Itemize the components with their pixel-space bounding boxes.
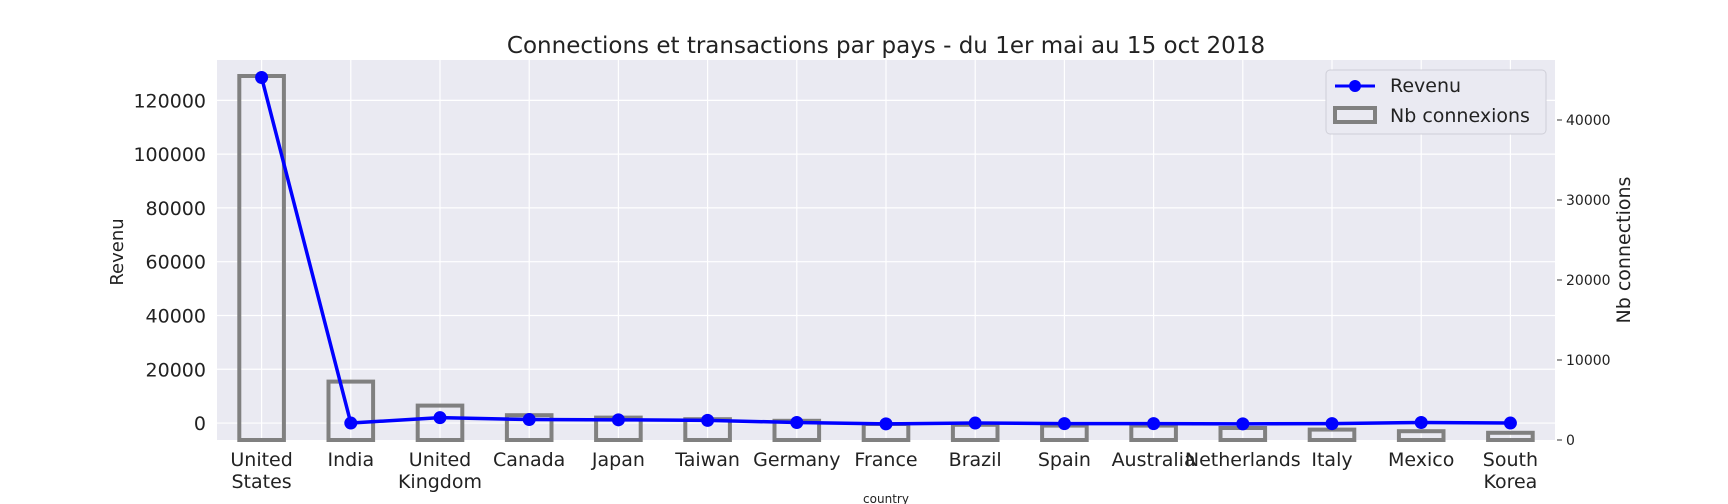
grid-lines xyxy=(217,60,1555,440)
legend-connexions-label: Nb connexions xyxy=(1390,105,1530,127)
y-tick-label: 40000 xyxy=(146,305,206,327)
y-tick-label: 20000 xyxy=(146,359,206,381)
x-tick-label: Kingdom xyxy=(398,471,482,493)
x-tick-label: Spain xyxy=(1038,449,1091,471)
y-tick-label: 120000 xyxy=(133,90,206,112)
connexions-bar xyxy=(1396,429,1446,443)
connexions-bar xyxy=(415,403,465,443)
x-tick-label: States xyxy=(231,471,291,493)
x-tick-label: Canada xyxy=(493,449,565,471)
revenu-point xyxy=(1147,417,1161,431)
y-axis-label: Revenu xyxy=(107,218,128,285)
y2-axis-label: Nb connections xyxy=(1613,177,1635,324)
y2-tick-label: 20000 xyxy=(1566,273,1611,289)
y2-tick-label: 30000 xyxy=(1566,193,1611,209)
revenu-point xyxy=(701,413,715,427)
x-tick-label: Australia xyxy=(1112,449,1196,471)
y2-tick-label: 0 xyxy=(1566,433,1575,449)
y2-tick-label: 10000 xyxy=(1566,353,1611,369)
revenu-point xyxy=(790,416,804,430)
revenu-point xyxy=(1325,417,1339,431)
x-tick-label: France xyxy=(854,449,917,471)
revenu-point xyxy=(1414,416,1428,430)
x-tick-label: Japan xyxy=(591,449,645,471)
x-tick-label: Netherlands xyxy=(1185,449,1301,471)
connexions-bar xyxy=(326,379,376,443)
right-axis-ticks: 0 10000 20000 30000 40000 xyxy=(1557,113,1611,449)
x-tick-label: South xyxy=(1483,449,1538,471)
connexions-bar xyxy=(1486,430,1535,442)
x-axis-label: country xyxy=(863,492,909,504)
x-tick-label: Brazil xyxy=(949,449,1002,471)
revenu-point xyxy=(255,70,269,84)
legend-connexions-swatch xyxy=(1333,106,1377,124)
revenu-line xyxy=(255,70,1517,431)
legend-box xyxy=(1325,69,1547,135)
y-tick-label: 80000 xyxy=(146,198,206,220)
revenu-point xyxy=(344,416,358,430)
left-axis-ticks: 0 20000 40000 60000 80000 100000 120000 xyxy=(133,90,206,435)
revenu-point xyxy=(968,416,982,430)
y-tick-label: 60000 xyxy=(146,252,206,274)
revenu-point xyxy=(1236,417,1250,431)
x-tick-label: United xyxy=(409,449,471,471)
x-tick-label: Taiwan xyxy=(674,449,740,471)
legend: Revenu Nb connexions xyxy=(1325,69,1547,135)
legend-revenu-marker xyxy=(1349,80,1361,92)
revenu-point xyxy=(522,413,536,427)
x-tick-label: United xyxy=(230,449,292,471)
y2-tick-label: 40000 xyxy=(1566,113,1611,129)
chart-title: Connections et transactions par pays - d… xyxy=(507,33,1265,59)
legend-revenu-label: Revenu xyxy=(1390,75,1461,97)
revenu-point xyxy=(879,417,893,431)
x-tick-label: Korea xyxy=(1483,471,1537,493)
revenu-point xyxy=(1503,416,1517,430)
x-tick-label: Mexico xyxy=(1388,449,1454,471)
revenu-point xyxy=(433,411,447,425)
y-tick-label: 0 xyxy=(194,413,206,435)
x-tick-label: Germany xyxy=(753,449,840,471)
y-tick-label: 100000 xyxy=(133,144,206,166)
x-tick-label: Italy xyxy=(1311,449,1352,471)
revenu-point xyxy=(1057,417,1071,431)
x-tick-label: India xyxy=(327,449,374,471)
revenu-point xyxy=(611,413,625,427)
